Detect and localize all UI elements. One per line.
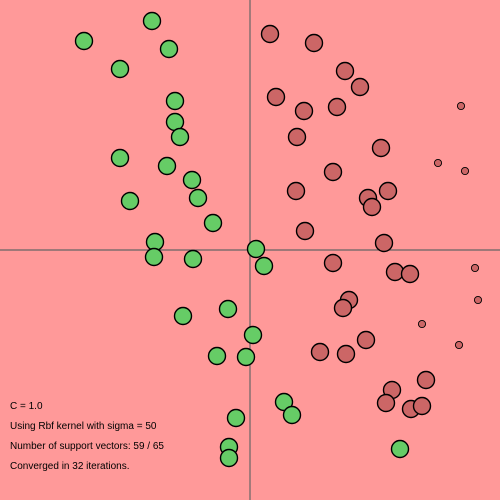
red-support-vector-point — [294, 101, 314, 121]
red-support-vector-point — [310, 342, 330, 362]
green-support-vector-point — [142, 11, 162, 31]
red-support-vector-point — [336, 344, 356, 364]
red-support-vector-point — [323, 253, 343, 273]
red-support-vector-point — [378, 181, 398, 201]
red-support-vector-point — [376, 393, 396, 413]
green-support-vector-point — [170, 127, 190, 147]
green-support-vector-point — [254, 256, 274, 276]
green-support-vector-point — [144, 247, 164, 267]
red-support-vector-point — [374, 233, 394, 253]
green-support-vector-point — [226, 408, 246, 428]
red-support-vector-point — [287, 127, 307, 147]
red-support-vector-point — [356, 330, 376, 350]
green-support-vector-point — [390, 439, 410, 459]
red-support-vector-point — [385, 262, 405, 282]
red-point — [456, 101, 466, 111]
green-support-vector-point — [165, 91, 185, 111]
green-support-vector-point — [218, 299, 238, 319]
red-point — [433, 158, 443, 168]
info-c-value: C = 1.0 — [10, 401, 43, 412]
green-support-vector-point — [203, 213, 223, 233]
data-points — [74, 11, 483, 468]
green-support-vector-point — [159, 39, 179, 59]
red-point — [454, 340, 464, 350]
green-support-vector-point — [157, 156, 177, 176]
green-support-vector-point — [110, 148, 130, 168]
green-support-vector-point — [219, 448, 239, 468]
red-support-vector-point — [371, 138, 391, 158]
red-point — [460, 166, 470, 176]
green-support-vector-point — [120, 191, 140, 211]
green-support-vector-point — [243, 325, 263, 345]
red-support-vector-point — [304, 33, 324, 53]
green-support-vector-point — [183, 249, 203, 269]
red-support-vector-point — [327, 97, 347, 117]
red-support-vector-point — [266, 87, 286, 107]
green-support-vector-point — [182, 170, 202, 190]
green-support-vector-point — [282, 405, 302, 425]
green-support-vector-point — [188, 188, 208, 208]
red-support-vector-point — [333, 298, 353, 318]
info-iterations: Converged in 32 iterations. — [10, 461, 130, 472]
red-point — [470, 263, 480, 273]
red-support-vector-point — [286, 181, 306, 201]
green-support-vector-point — [173, 306, 193, 326]
red-support-vector-point — [335, 61, 355, 81]
green-support-vector-point — [74, 31, 94, 51]
red-point — [417, 319, 427, 329]
info-support-vectors: Number of support vectors: 59 / 65 — [10, 441, 164, 452]
red-support-vector-point — [295, 221, 315, 241]
green-support-vector-point — [207, 346, 227, 366]
green-support-vector-point — [246, 239, 266, 259]
green-support-vector-point — [236, 347, 256, 367]
red-support-vector-point — [412, 396, 432, 416]
red-point — [473, 295, 483, 305]
green-support-vector-point — [110, 59, 130, 79]
info-kernel: Using Rbf kernel with sigma = 50 — [10, 421, 157, 432]
red-support-vector-point — [400, 264, 420, 284]
red-support-vector-point — [350, 77, 370, 97]
red-support-vector-point — [260, 24, 280, 44]
red-support-vector-point — [323, 162, 343, 182]
red-support-vector-point — [416, 370, 436, 390]
red-support-vector-point — [362, 197, 382, 217]
